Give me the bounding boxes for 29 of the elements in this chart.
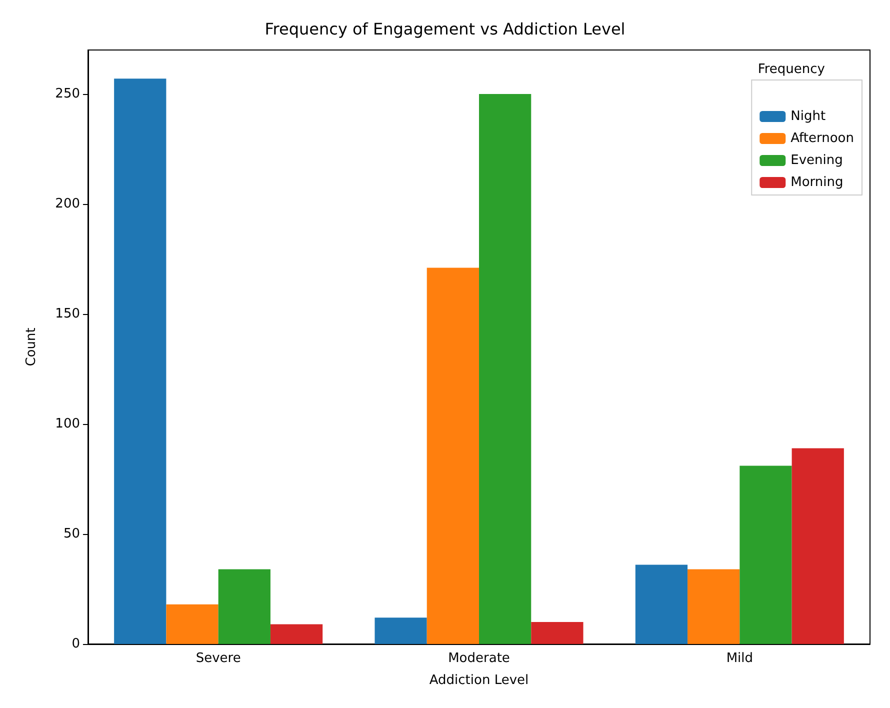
bar (479, 94, 532, 644)
bar (166, 604, 218, 644)
legend-label: Morning (790, 175, 844, 190)
y-tick-label: 50 (63, 526, 80, 542)
bar (374, 618, 427, 644)
bar (426, 268, 479, 644)
y-axis-title: Count (24, 328, 39, 366)
y-tick-label: 250 (55, 86, 80, 102)
x-tick-label: Mild (726, 651, 754, 666)
legend-title: Frequency (758, 62, 826, 77)
y-tick-label: 100 (55, 416, 80, 432)
bar (688, 569, 740, 644)
x-axis-title: Addiction Level (429, 673, 529, 688)
y-tick-label: 0 (72, 636, 80, 652)
legend-label: Night (790, 109, 826, 124)
chart-title: Frequency of Engagement vs Addiction Level (264, 20, 626, 38)
y-tick-label: 150 (55, 306, 80, 322)
bar (792, 448, 844, 644)
bar (114, 78, 166, 644)
legend-label: Evening (790, 153, 843, 168)
bar (531, 622, 584, 644)
legend-label: Afternoon (790, 131, 854, 146)
bar (740, 466, 792, 644)
bar (218, 569, 270, 644)
bar (635, 564, 688, 644)
y-tick-label: 200 (55, 196, 80, 212)
x-tick-label: Severe (196, 651, 241, 666)
x-tick-label: Moderate (448, 651, 510, 666)
bar (270, 624, 323, 644)
